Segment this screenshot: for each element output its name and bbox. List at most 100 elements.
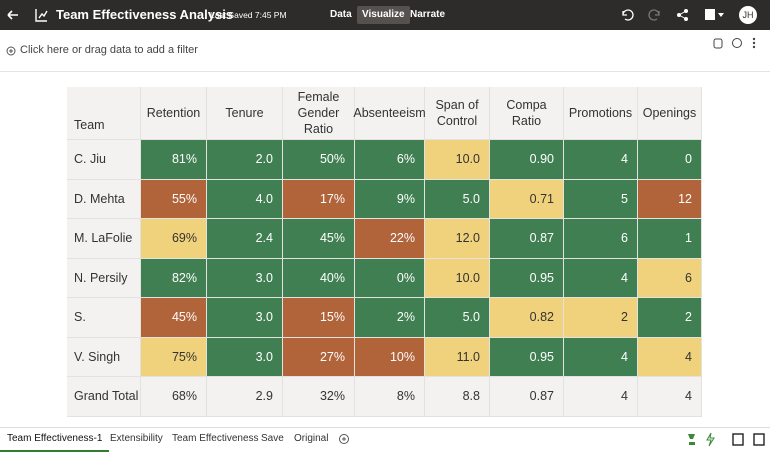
cell-value: 2.4	[207, 219, 283, 259]
cell-value: 75%	[141, 337, 207, 377]
right-panel[interactable]	[753, 433, 765, 446]
back-icon[interactable]	[7, 10, 18, 20]
cell-value: 0.87	[490, 377, 564, 417]
avatar[interactable]	[739, 6, 757, 24]
sheet-tab[interactable]: Original	[294, 433, 329, 444]
cell-value: 12.0	[425, 219, 490, 259]
column-header: Promotions	[564, 87, 638, 140]
tab-icons	[339, 432, 765, 447]
mode-tab[interactable]: Narrate	[410, 9, 446, 20]
row-header: D. Mehta	[67, 179, 141, 219]
cell-value: 0	[638, 140, 702, 180]
mode-tab[interactable]: Data	[330, 9, 352, 20]
cell-value: 50%	[283, 140, 355, 180]
cell-value: 10.0	[425, 140, 490, 180]
cell-value: 2%	[355, 298, 425, 338]
left-panel[interactable]	[732, 433, 744, 446]
cell-value: 0.90	[490, 140, 564, 180]
cell-value: 9%	[355, 179, 425, 219]
column-header: Compa Ratio	[490, 87, 564, 140]
row-header: Grand Total	[67, 377, 141, 417]
cell-value: 82%	[141, 258, 207, 298]
row-header: C. Jiu	[67, 140, 141, 180]
cell-value: 45%	[283, 219, 355, 259]
cell-value: 2	[638, 298, 702, 338]
cell-value: 0.95	[490, 258, 564, 298]
cell-value: 0.87	[490, 219, 564, 259]
cell-value: 4	[638, 377, 702, 417]
cell-value: 6	[638, 258, 702, 298]
cell-value: 81%	[141, 140, 207, 180]
save-menu[interactable]	[718, 13, 724, 17]
column-header: Absenteeism	[353, 87, 426, 140]
add-filter-icon[interactable]	[6, 46, 16, 56]
row-header: V. Singh	[67, 337, 141, 377]
cell-value: 22%	[355, 219, 425, 259]
cell-value: 4	[564, 140, 638, 180]
row-header: N. Persily	[67, 258, 141, 298]
cell-value: 15%	[283, 298, 355, 338]
top-icons	[7, 6, 757, 24]
sheet-tab[interactable]: Extensibility	[110, 433, 163, 444]
filter-icons	[6, 37, 756, 56]
sheet-tab[interactable]: Team Effectiveness-1	[0, 428, 110, 452]
cell-value: 5.0	[425, 298, 490, 338]
app-icon	[35, 9, 48, 22]
top-bar: Team Effectiveness Analysis Last Saved 7…	[0, 0, 770, 30]
insight-icon[interactable]	[706, 432, 715, 447]
more-icon[interactable]	[752, 37, 756, 49]
plus	[9, 49, 13, 53]
cell-value: 0.95	[490, 337, 564, 377]
sheet-tab[interactable]: Save	[261, 433, 284, 444]
column-header: Female Gender Ratio	[283, 87, 355, 140]
grammar-icon[interactable]	[688, 434, 695, 445]
cell-value: 32%	[283, 377, 355, 417]
cell-value: 4	[564, 337, 638, 377]
cell-value: 0%	[355, 258, 425, 298]
cell-value: 4	[564, 258, 638, 298]
cell-value: 0.71	[490, 179, 564, 219]
row-header: S. Robound	[67, 298, 141, 364]
undo-icon[interactable]	[622, 9, 634, 21]
filter-hint[interactable]: Click here or drag data to add a filter	[20, 44, 198, 56]
cell-value: 2.0	[207, 140, 283, 180]
ai-icon[interactable]	[713, 38, 723, 49]
cell-value: 55%	[141, 179, 207, 219]
cell-value: 10.0	[425, 258, 490, 298]
cell-value: 6	[564, 219, 638, 259]
assist-icon[interactable]	[732, 38, 742, 48]
cell-value: 69%	[141, 219, 207, 259]
cell-value: 2.9	[207, 377, 283, 417]
cell-value: 0.82	[490, 298, 564, 338]
saved-status: Last Saved 7:45 PM	[210, 10, 287, 20]
column-header: Span of Control	[425, 87, 490, 140]
cell-value: 27%	[283, 337, 355, 377]
cell-value: 3.0	[207, 337, 283, 377]
plus	[342, 437, 346, 441]
cell-value: 6%	[355, 140, 425, 180]
sheet-tab[interactable]: Team Effectiveness	[172, 433, 259, 444]
cell-value: 4.0	[207, 179, 283, 219]
cell-value: 5	[564, 179, 638, 219]
share-icon[interactable]	[677, 9, 688, 21]
cell-value: 3.0	[207, 298, 283, 338]
cell-value: 11.0	[425, 337, 490, 377]
cell-value: 5.0	[425, 179, 490, 219]
cell-value: 2	[564, 298, 638, 338]
column-header: Openings	[638, 87, 702, 140]
column-header: Retention	[141, 87, 207, 140]
cell-value: 68%	[141, 377, 207, 417]
user-initials[interactable]: JH	[742, 10, 754, 20]
save-icon[interactable]	[705, 9, 715, 20]
cell-value: 8%	[355, 377, 425, 417]
redo-icon[interactable]	[648, 9, 660, 21]
cell-value: 45%	[141, 298, 207, 338]
filter-bar[interactable]: Click here or drag data to add a filter	[0, 30, 770, 72]
cell-value: 10%	[355, 337, 425, 377]
cell-value: 17%	[283, 179, 355, 219]
column-header: Tenure	[207, 87, 283, 140]
row-header: M. LaFolie	[67, 219, 141, 259]
mode-tab[interactable]: Visualize	[357, 6, 410, 24]
add-tab[interactable]	[339, 434, 349, 444]
